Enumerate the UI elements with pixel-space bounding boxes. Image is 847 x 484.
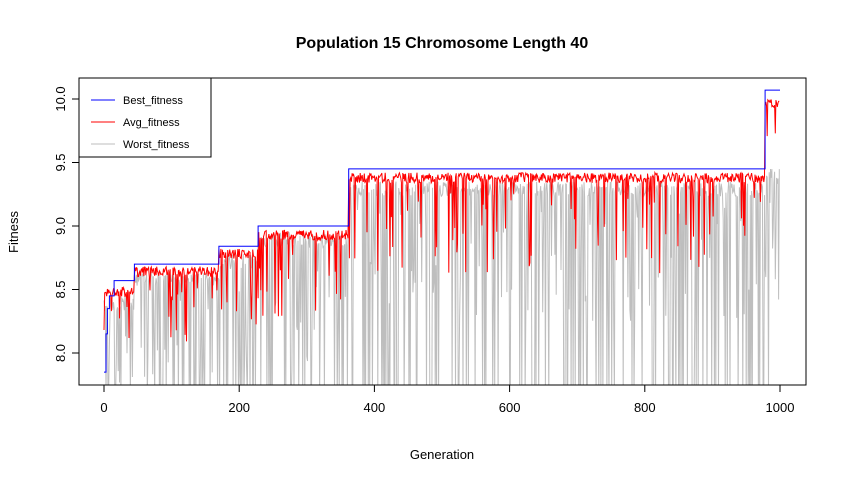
x-tick-label: 0 xyxy=(100,400,107,415)
avg-fitness-line xyxy=(103,98,780,342)
plot-area xyxy=(103,89,780,385)
y-axis-label: Fitness xyxy=(6,211,21,253)
legend-label: Avg_fitness xyxy=(123,117,180,129)
y-tick-label: 8.5 xyxy=(53,280,68,298)
x-axis: 0 200 400 600 800 1000 xyxy=(100,384,795,415)
best-fitness-line xyxy=(104,89,780,373)
legend: Best_fitness Avg_fitness Worst_fitness xyxy=(78,77,212,158)
x-axis-label: Generation xyxy=(410,447,474,462)
y-tick-label: 8.0 xyxy=(53,344,68,362)
x-tick-label: 1000 xyxy=(766,400,795,415)
chart-title: Population 15 Chromosome Length 40 xyxy=(296,35,589,52)
y-axis: 8.0 8.5 9.0 9.5 10.0 xyxy=(53,86,80,362)
x-tick-label: 800 xyxy=(634,400,656,415)
legend-label: Worst_fitness xyxy=(123,139,190,151)
y-tick-label: 10.0 xyxy=(53,86,68,111)
x-tick-label: 200 xyxy=(228,400,250,415)
y-tick-label: 9.5 xyxy=(53,153,68,171)
legend-label: Best_fitness xyxy=(123,95,183,107)
x-tick-label: 600 xyxy=(499,400,521,415)
x-tick-label: 400 xyxy=(364,400,386,415)
y-tick-label: 9.0 xyxy=(53,217,68,235)
